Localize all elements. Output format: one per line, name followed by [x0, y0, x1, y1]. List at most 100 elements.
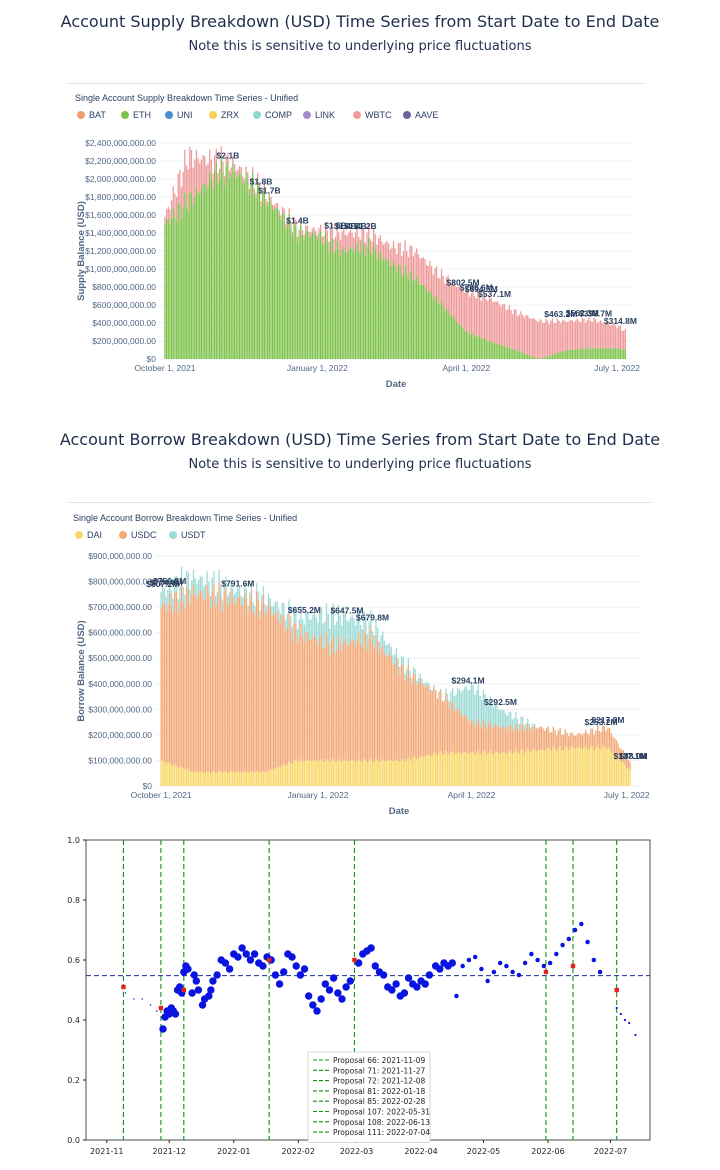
bar-wbtc	[427, 265, 429, 293]
bar-eth	[200, 189, 203, 359]
bar-dai	[574, 748, 577, 786]
bar-wbtc	[382, 244, 385, 261]
bar-usdc	[525, 728, 527, 752]
bar-usdc	[327, 642, 329, 761]
bar-usdt	[288, 599, 290, 614]
bar-eth	[187, 211, 189, 359]
bar-usdc	[532, 725, 534, 750]
bar-usdt	[300, 605, 302, 624]
bar-dai	[203, 772, 205, 786]
bar-usdt	[180, 566, 183, 584]
bar-eth	[439, 304, 441, 359]
bar-wbtc	[222, 161, 224, 173]
bar-wbtc	[417, 254, 420, 282]
bar-wbtc	[333, 239, 335, 253]
data-label: $1.5B	[324, 220, 347, 230]
bar-eth	[199, 194, 201, 359]
bar-usdc	[406, 675, 408, 761]
bar-eth	[209, 171, 211, 359]
bar-wbtc	[478, 293, 481, 337]
bar-dai	[254, 772, 256, 786]
bar-dai	[450, 751, 452, 786]
bar-usdc	[506, 729, 508, 754]
bar-wbtc	[447, 275, 449, 310]
bar-usdc	[469, 722, 471, 754]
y-tick-label: 0.0	[67, 1136, 80, 1145]
bar-wbtc	[470, 293, 473, 334]
bar-usdc	[603, 726, 606, 747]
scatter-point	[313, 1007, 321, 1015]
bar-eth	[217, 185, 219, 359]
bar-wbtc	[527, 315, 529, 355]
bar-usdc	[315, 640, 317, 761]
bar-usdc	[349, 641, 352, 761]
bar-eth	[283, 213, 285, 359]
scatter-point	[510, 969, 515, 975]
bar-dai	[269, 769, 271, 786]
bar-usdt	[503, 710, 505, 726]
bar-wbtc	[220, 146, 222, 159]
x-tick-label: July 1, 2022	[594, 363, 640, 373]
bar-eth	[336, 241, 338, 359]
bar-dai	[329, 762, 331, 786]
data-label: $314.8M	[604, 316, 637, 326]
bar-eth	[558, 352, 560, 359]
legend-label-usdc: USDC	[131, 530, 157, 540]
bar-usdc	[516, 727, 519, 753]
bar-dai	[479, 753, 481, 786]
bar-wbtc	[366, 232, 368, 247]
bar-usdc	[458, 710, 461, 753]
bar-dai	[267, 770, 270, 786]
bar-usdc	[179, 601, 181, 768]
bar-wbtc	[339, 239, 342, 257]
bar-usdc	[434, 691, 437, 754]
bar-usdc	[373, 649, 375, 762]
bar-dai	[402, 759, 404, 786]
bar-usdt	[313, 612, 316, 636]
bar-usdc	[571, 732, 573, 747]
bar-eth	[546, 356, 549, 359]
bar-eth	[397, 264, 400, 359]
bar-dai	[436, 755, 439, 786]
bar-usdc	[423, 686, 425, 758]
bar-wbtc	[492, 301, 494, 343]
bar-wbtc	[344, 234, 347, 252]
bar-dai	[228, 772, 230, 786]
bar-usdc	[496, 724, 498, 753]
bar-usdt	[254, 606, 256, 615]
scatter-point	[275, 980, 284, 988]
bar-eth	[175, 221, 178, 359]
x-tick-label: 2022-05	[467, 1147, 500, 1156]
bar-usdc	[341, 651, 343, 762]
bar-dai	[291, 763, 294, 786]
bar-usdt	[482, 690, 485, 721]
legend-label-link: LINK	[315, 110, 335, 120]
bar-wbtc	[377, 238, 380, 255]
bar-wbtc	[324, 222, 327, 233]
bar-wbtc	[364, 242, 367, 256]
bar-usdt	[168, 577, 171, 594]
bar-wbtc	[273, 205, 275, 210]
bar-wbtc	[343, 228, 345, 247]
bar-usdt	[513, 718, 515, 729]
bar-dai	[327, 760, 329, 786]
bar-wbtc	[505, 309, 507, 348]
bar-wbtc	[386, 241, 388, 259]
bar-wbtc	[430, 266, 433, 294]
bar-wbtc	[561, 320, 564, 352]
bar-usdc	[482, 720, 485, 751]
bar-eth	[194, 196, 196, 359]
bar-wbtc	[588, 316, 590, 348]
bar-wbtc	[596, 323, 598, 349]
bar-eth	[435, 294, 438, 359]
bar-wbtc	[300, 219, 302, 225]
bar-usdc	[230, 591, 232, 772]
bar-usdt	[348, 621, 350, 646]
bar-eth	[510, 348, 512, 359]
bar-wbtc	[233, 163, 236, 171]
bar-usdt	[349, 617, 352, 642]
bar-usdt	[390, 646, 392, 658]
bar-wbtc	[472, 288, 474, 333]
bar-dai	[179, 767, 181, 786]
bar-eth	[613, 347, 615, 359]
